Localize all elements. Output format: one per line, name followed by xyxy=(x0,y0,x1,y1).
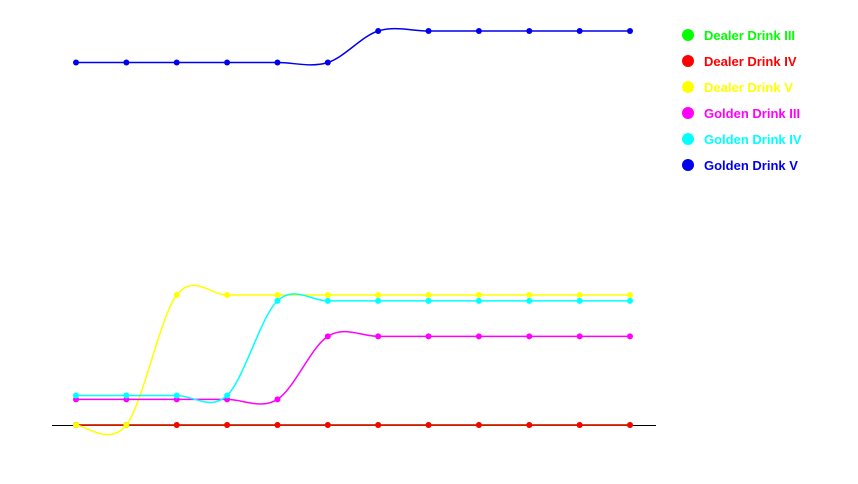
data-point-golden-drink-iii-8 xyxy=(425,333,432,340)
series-golden-drink-iv xyxy=(73,293,633,404)
data-point-golden-drink-iv-3 xyxy=(173,392,180,399)
legend-marker-icon xyxy=(682,29,694,41)
legend-item-golden-drink-iv[interactable]: Golden Drink IV xyxy=(682,126,802,152)
legend-label: Golden Drink III xyxy=(704,105,801,121)
data-point-golden-drink-iv-12 xyxy=(627,297,633,304)
legend-item-dealer-drink-iii[interactable]: Dealer Drink III xyxy=(682,22,802,48)
legend-item-golden-drink-v[interactable]: Golden Drink V xyxy=(682,152,802,178)
legend-marker-icon xyxy=(682,55,694,67)
data-point-dealer-drink-iv-3 xyxy=(173,422,180,428)
series-golden-drink-v xyxy=(73,27,633,66)
data-point-golden-drink-v-1 xyxy=(73,59,79,66)
legend-label: Golden Drink V xyxy=(704,157,798,173)
series-line-golden-drink-iv xyxy=(76,293,630,404)
data-point-golden-drink-iv-8 xyxy=(425,297,432,304)
data-point-golden-drink-iv-6 xyxy=(324,297,331,304)
data-point-golden-drink-iii-12 xyxy=(627,333,633,340)
data-point-golden-drink-iii-10 xyxy=(526,333,533,340)
data-point-golden-drink-iii-9 xyxy=(475,333,482,340)
series-golden-drink-iii xyxy=(73,330,633,405)
data-point-golden-drink-v-8 xyxy=(425,28,432,34)
data-point-dealer-drink-v-1 xyxy=(73,422,79,428)
data-point-dealer-drink-v-2 xyxy=(123,422,130,428)
series-layer xyxy=(73,27,633,436)
data-point-dealer-drink-v-5 xyxy=(274,291,281,298)
data-point-dealer-drink-iv-5 xyxy=(274,422,281,428)
data-point-dealer-drink-v-12 xyxy=(627,291,633,298)
data-point-golden-drink-iii-7 xyxy=(375,333,382,340)
data-point-dealer-drink-v-4 xyxy=(224,291,231,298)
legend-marker-icon xyxy=(682,81,694,93)
data-point-dealer-drink-iv-6 xyxy=(324,422,331,428)
data-point-golden-drink-v-12 xyxy=(627,28,633,34)
legend-label: Dealer Drink V xyxy=(704,79,793,95)
data-point-golden-drink-v-7 xyxy=(375,28,382,34)
data-point-dealer-drink-v-6 xyxy=(324,291,331,298)
legend-label: Dealer Drink IV xyxy=(704,53,797,69)
data-point-dealer-drink-iv-4 xyxy=(224,422,231,428)
legend-marker-icon xyxy=(682,159,694,171)
legend-marker-icon xyxy=(682,133,694,145)
data-point-golden-drink-v-5 xyxy=(274,59,281,66)
data-point-dealer-drink-v-11 xyxy=(576,291,583,298)
data-point-golden-drink-iv-5 xyxy=(274,297,281,304)
legend-label: Dealer Drink III xyxy=(704,27,796,43)
data-point-dealer-drink-iv-7 xyxy=(375,422,382,428)
data-point-golden-drink-iv-7 xyxy=(375,297,382,304)
data-point-dealer-drink-v-9 xyxy=(475,291,482,298)
data-point-dealer-drink-iv-10 xyxy=(526,422,533,428)
legend-item-dealer-drink-v[interactable]: Dealer Drink V xyxy=(682,74,802,100)
data-point-dealer-drink-iv-12 xyxy=(627,422,633,428)
data-point-dealer-drink-v-3 xyxy=(173,291,180,298)
legend-marker-icon xyxy=(682,107,694,119)
legend-item-golden-drink-iii[interactable]: Golden Drink III xyxy=(682,100,802,126)
data-point-golden-drink-v-11 xyxy=(576,28,583,34)
data-point-dealer-drink-iv-9 xyxy=(475,422,482,428)
data-point-golden-drink-iv-10 xyxy=(526,297,533,304)
data-point-golden-drink-v-9 xyxy=(475,28,482,34)
series-line-dealer-drink-v xyxy=(75,284,630,436)
data-point-dealer-drink-v-8 xyxy=(425,291,432,298)
legend: Dealer Drink III Dealer Drink IV Dealer Dr… xyxy=(682,22,802,178)
data-point-golden-drink-v-2 xyxy=(123,59,130,66)
series-line-golden-drink-v xyxy=(75,27,630,66)
data-point-golden-drink-iii-5 xyxy=(274,396,281,403)
series-dealer-drink-iv xyxy=(73,422,633,428)
legend-label: Golden Drink IV xyxy=(704,131,802,147)
data-point-golden-drink-v-3 xyxy=(173,59,180,66)
data-point-dealer-drink-iv-11 xyxy=(576,422,583,428)
data-point-golden-drink-iii-6 xyxy=(324,333,331,340)
data-point-dealer-drink-v-7 xyxy=(375,291,382,298)
data-point-golden-drink-v-10 xyxy=(526,28,533,34)
data-point-golden-drink-iv-2 xyxy=(123,392,130,399)
data-point-golden-drink-iii-11 xyxy=(576,333,583,340)
series-dealer-drink-v xyxy=(73,284,633,436)
data-point-golden-drink-v-4 xyxy=(224,59,231,66)
data-point-dealer-drink-v-10 xyxy=(526,291,533,298)
data-point-golden-drink-iv-9 xyxy=(475,297,482,304)
data-point-golden-drink-v-6 xyxy=(324,59,331,66)
data-point-golden-drink-iv-11 xyxy=(576,297,583,304)
series-line-golden-drink-iii xyxy=(76,330,630,405)
data-point-golden-drink-iv-4 xyxy=(224,392,231,399)
data-point-golden-drink-iv-1 xyxy=(73,392,79,399)
legend-item-dealer-drink-iv[interactable]: Dealer Drink IV xyxy=(682,48,802,74)
data-point-dealer-drink-iv-8 xyxy=(425,422,432,428)
